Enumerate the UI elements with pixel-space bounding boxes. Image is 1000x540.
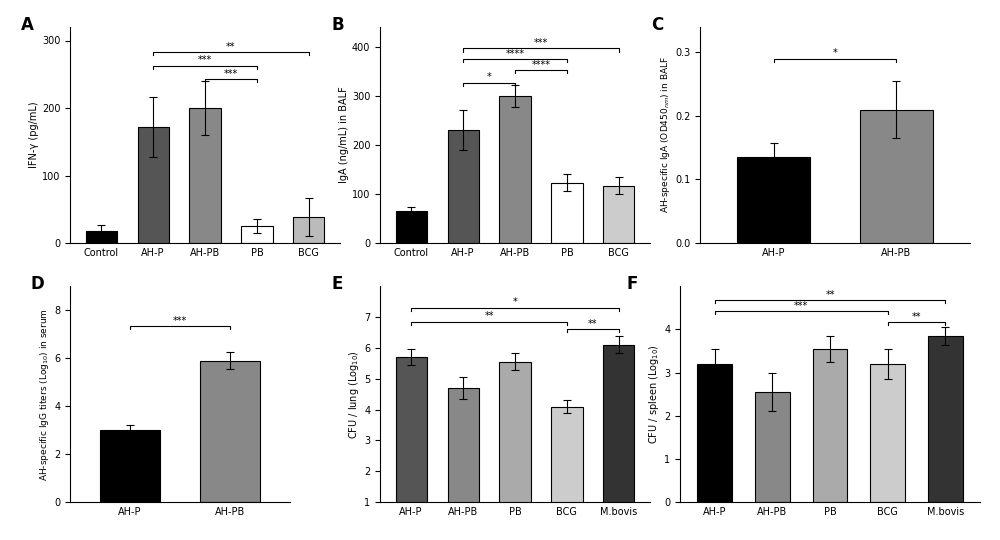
Bar (396, 357, 427, 533)
Text: ***: *** (534, 38, 548, 48)
Bar (448, 388, 479, 533)
Y-axis label: IFN-γ (pg/mL): IFN-γ (pg/mL) (29, 102, 39, 168)
Text: **: ** (825, 290, 835, 300)
Bar (755, 392, 790, 502)
Text: F: F (626, 275, 637, 293)
Bar (870, 364, 905, 502)
Y-axis label: CFU / spleen (Log$_{10}$): CFU / spleen (Log$_{10}$) (647, 345, 661, 444)
Text: C: C (651, 16, 664, 34)
Text: ***: *** (173, 316, 187, 326)
Text: E: E (331, 275, 343, 293)
Bar (241, 226, 273, 243)
Text: A: A (21, 16, 34, 34)
Text: **: ** (484, 311, 494, 321)
Bar (499, 362, 531, 533)
Bar (928, 336, 963, 502)
Text: **: ** (226, 42, 236, 52)
Bar (551, 183, 583, 243)
Bar (448, 130, 479, 243)
Text: ****: **** (531, 59, 550, 70)
Bar (603, 186, 634, 243)
Bar (189, 108, 221, 243)
Bar (737, 157, 810, 243)
Text: ***: *** (794, 301, 808, 310)
Bar (200, 361, 260, 502)
Bar (603, 345, 634, 533)
Bar (100, 430, 160, 502)
Bar (138, 127, 169, 243)
Text: *: * (513, 298, 517, 307)
Text: ***: *** (224, 69, 238, 79)
Bar (293, 217, 324, 243)
Text: *: * (487, 72, 491, 82)
Bar (499, 96, 531, 243)
Bar (396, 211, 427, 243)
Bar (813, 349, 847, 502)
Y-axis label: AH-specific IgG titers (Log$_{10}$) in serum: AH-specific IgG titers (Log$_{10}$) in s… (38, 308, 51, 481)
Text: **: ** (588, 319, 598, 329)
Text: *: * (833, 49, 837, 58)
Y-axis label: AH-specific IgA (OD450$_{nm}$) in BALF: AH-specific IgA (OD450$_{nm}$) in BALF (659, 57, 672, 213)
Text: ****: **** (506, 49, 524, 59)
Bar (551, 407, 583, 533)
Y-axis label: IgA (ng/mL) in BALF: IgA (ng/mL) in BALF (339, 86, 349, 184)
Y-axis label: CFU / lung (Log$_{10}$): CFU / lung (Log$_{10}$) (347, 350, 361, 438)
Bar (86, 231, 117, 243)
Text: ***: *** (198, 55, 212, 65)
Bar (860, 110, 933, 243)
Text: **: ** (912, 312, 921, 321)
Bar (697, 364, 732, 502)
Text: D: D (30, 275, 44, 293)
Text: B: B (331, 16, 344, 34)
